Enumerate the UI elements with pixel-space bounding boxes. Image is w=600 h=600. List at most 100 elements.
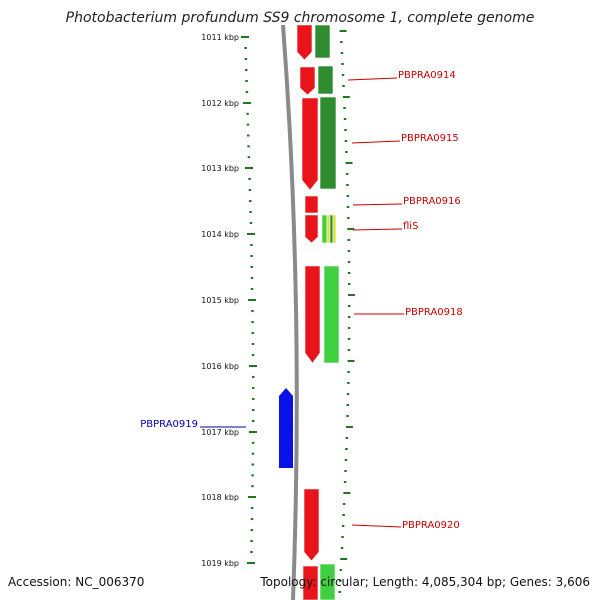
- major-tick: [345, 426, 353, 428]
- major-tick: [347, 294, 355, 296]
- minor-tick: [347, 338, 351, 340]
- gene-label-PBPRA0919[interactable]: PBPRA0919: [140, 419, 198, 430]
- minor-tick: [248, 189, 252, 191]
- cds-PBPRA0916: [304, 195, 319, 214]
- minor-tick: [250, 277, 254, 279]
- minor-tick: [250, 288, 254, 290]
- gene-label-PBPRA0916[interactable]: PBPRA0916: [403, 196, 461, 207]
- major-tick: [249, 431, 257, 433]
- cds-forward: [302, 565, 319, 600]
- kbp-label: 1016 kbp: [201, 362, 239, 371]
- minor-tick: [251, 463, 254, 466]
- cds-fliS-strip-a: [321, 214, 328, 244]
- cds-forward: [296, 24, 313, 61]
- major-tick: [245, 167, 253, 169]
- minor-tick: [347, 316, 351, 318]
- cds-fliS-strip-d: [332, 214, 337, 244]
- gene-label-PBPRA0920[interactable]: PBPRA0920: [402, 520, 460, 531]
- minor-tick: [339, 580, 342, 582]
- minor-tick: [251, 354, 255, 356]
- minor-tick: [346, 206, 350, 208]
- minor-tick: [252, 387, 255, 389]
- minor-tick: [345, 437, 349, 439]
- minor-tick: [251, 485, 254, 488]
- minor-tick: [250, 540, 253, 542]
- gene-label-PBPRA0918[interactable]: PBPRA0918: [405, 307, 463, 318]
- gene-label-PBPRA0914[interactable]: PBPRA0914: [398, 70, 456, 81]
- major-tick: [347, 228, 355, 230]
- accession-text: Accession: NC_006370: [8, 575, 145, 589]
- minor-tick: [249, 200, 252, 202]
- cds-reverse-PBPRA0918: [323, 265, 340, 364]
- label-leader-line: [352, 228, 403, 231]
- minor-tick: [245, 91, 249, 93]
- minor-tick: [347, 272, 351, 274]
- minor-tick: [340, 52, 344, 54]
- minor-tick: [251, 310, 254, 312]
- gene-label-PBPRA0915[interactable]: PBPRA0915: [401, 133, 459, 144]
- minor-tick: [343, 107, 346, 109]
- minor-tick: [347, 349, 351, 351]
- minor-tick: [346, 404, 350, 406]
- minor-tick: [246, 123, 250, 126]
- map-title: Photobacterium profundum SS9 chromosome …: [65, 10, 535, 26]
- minor-tick: [345, 151, 348, 153]
- minor-tick: [252, 409, 255, 411]
- minor-tick: [347, 283, 351, 285]
- minor-tick: [250, 266, 253, 268]
- minor-tick: [341, 536, 344, 538]
- minor-tick: [249, 211, 252, 213]
- minor-tick: [247, 156, 251, 159]
- minor-tick: [251, 452, 255, 455]
- label-leader-line: [352, 203, 403, 206]
- gene-labels: PBPRA0914 PBPRA0915 PBPRA0916 fliS PBPRA0918…: [140, 70, 463, 531]
- gene-label-fliS[interactable]: fliS: [403, 221, 418, 232]
- minor-tick: [248, 178, 251, 180]
- chromosome-backbone: [281, 24, 299, 600]
- minor-tick: [345, 448, 348, 450]
- cds-PBPRA0918: [304, 265, 321, 364]
- minor-tick: [344, 129, 347, 131]
- minor-tick: [252, 420, 255, 422]
- major-tick: [345, 162, 353, 164]
- minor-tick: [347, 305, 351, 307]
- kbp-label: 1017 kbp: [201, 428, 239, 437]
- minor-tick: [342, 503, 346, 505]
- cds-reverse: [319, 563, 336, 600]
- minor-tick: [344, 470, 347, 472]
- minor-tick: [339, 569, 343, 571]
- cds-fliS-strip-b: [326, 214, 331, 244]
- minor-tick: [250, 518, 254, 520]
- minor-tick: [338, 591, 341, 593]
- minor-tick: [341, 74, 345, 76]
- major-tick: [241, 36, 249, 38]
- minor-tick: [342, 85, 345, 87]
- minor-tick: [251, 343, 255, 345]
- minor-tick: [250, 507, 254, 509]
- minor-tick: [347, 217, 350, 219]
- major-tick: [340, 558, 348, 560]
- major-tick: [347, 360, 355, 362]
- minor-tick: [246, 112, 249, 115]
- genome-summary-text: Topology: circular; Length: 4,085,304 bp…: [260, 575, 590, 589]
- minor-tick: [251, 321, 254, 323]
- minor-tick: [247, 134, 250, 137]
- minor-tick: [343, 481, 347, 483]
- minor-tick: [345, 173, 349, 175]
- minor-tick: [347, 382, 350, 384]
- cds-PBPRA0919: [279, 388, 293, 468]
- minor-tick: [340, 547, 344, 549]
- minor-tick: [244, 47, 247, 49]
- major-tick: [339, 30, 347, 32]
- minor-tick: [347, 250, 351, 252]
- minor-tick: [346, 393, 350, 395]
- cds-reverse-PBPRA0914: [317, 65, 334, 95]
- minor-tick: [252, 376, 255, 378]
- kbp-label: 1019 kbp: [201, 559, 239, 568]
- kbp-label: 1012 kbp: [201, 99, 239, 108]
- minor-tick: [250, 255, 253, 257]
- label-leader-line: [351, 524, 402, 528]
- minor-tick: [340, 41, 343, 43]
- minor-tick: [341, 63, 344, 65]
- minor-tick: [343, 118, 347, 120]
